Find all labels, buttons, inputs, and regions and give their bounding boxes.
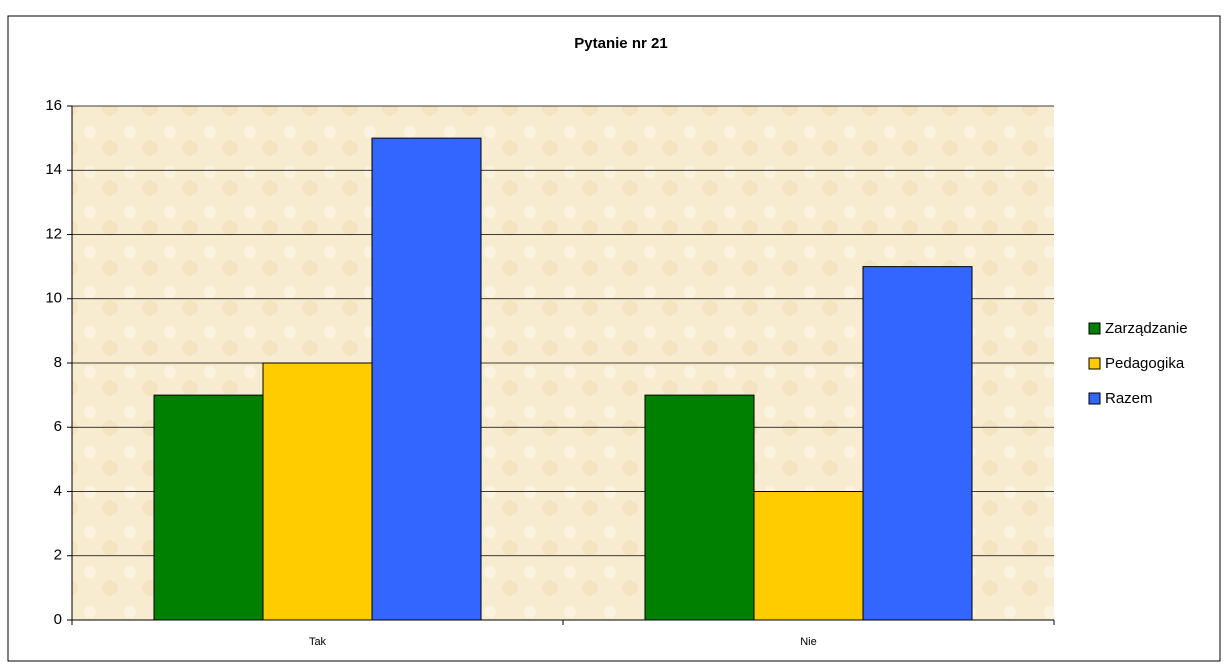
y-tick-label: 16	[45, 97, 62, 114]
y-tick-label: 0	[54, 611, 62, 628]
y-tick-label: 10	[45, 290, 62, 307]
y-tick-label: 6	[54, 418, 62, 435]
y-tick-label: 8	[54, 354, 62, 371]
bar	[153, 394, 264, 621]
legend-label: Zarządzanie	[1105, 320, 1188, 337]
bar	[262, 362, 373, 621]
y-tick-label: 14	[45, 161, 62, 178]
y-tick-label: 2	[54, 547, 62, 564]
bar	[753, 491, 864, 621]
bar	[862, 266, 973, 621]
legend-label: Razem	[1105, 390, 1153, 407]
legend-label: Pedagogika	[1105, 355, 1185, 372]
bar	[371, 137, 482, 621]
y-tick-label: 12	[45, 225, 62, 242]
bar	[644, 394, 755, 621]
x-tick-label: Tak	[309, 636, 327, 648]
legend-swatch	[1088, 322, 1101, 335]
legend-swatch	[1088, 357, 1101, 370]
legend-swatch	[1088, 392, 1101, 405]
chart-title: Pytanie nr 21	[574, 35, 667, 52]
x-tick-label: Nie	[800, 636, 817, 648]
y-tick-label: 4	[54, 482, 62, 499]
